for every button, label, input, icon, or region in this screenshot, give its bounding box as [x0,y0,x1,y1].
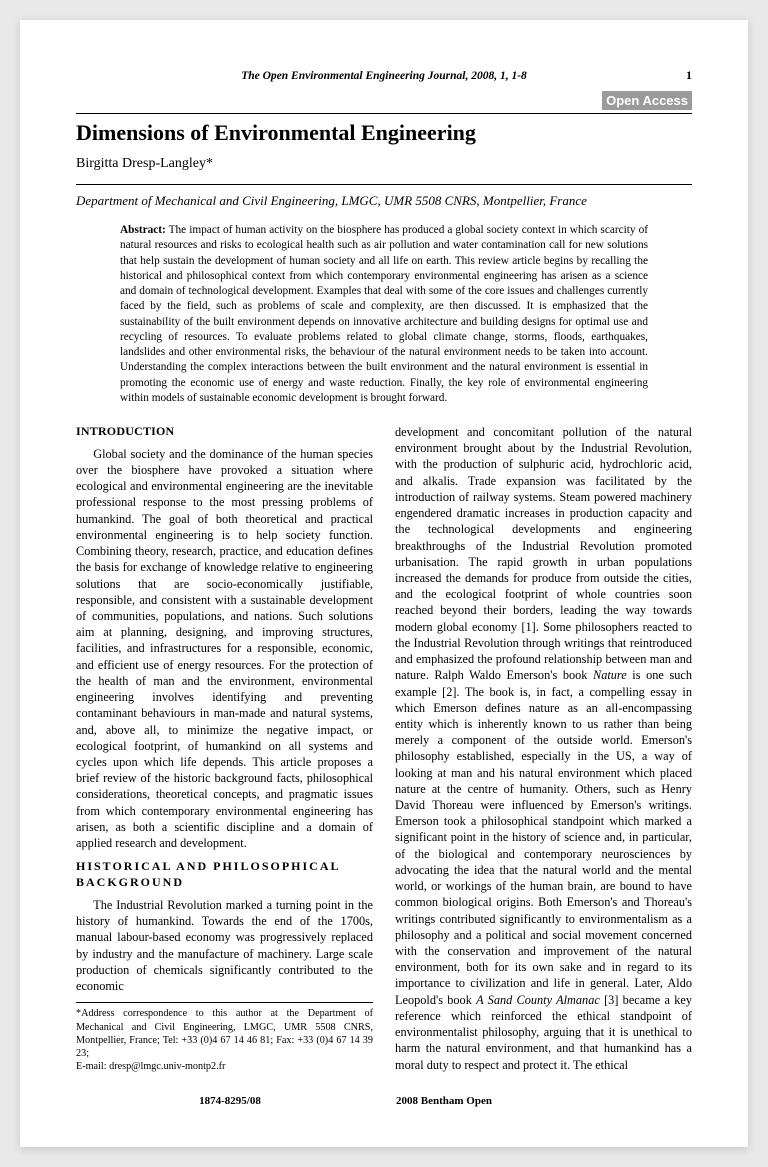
open-access-badge-wrap: Open Access [76,93,692,109]
journal-citation: The Open Environmental Engineering Journ… [96,70,672,82]
author-line: Birgitta Dresp-Langley* [76,156,692,172]
body-columns: INTRODUCTION Global society and the domi… [76,424,692,1077]
history-para-1: The Industrial Revolution marked a turni… [76,897,373,994]
author-rule [76,184,692,185]
abstract-text: Abstract: The impact of human activity o… [120,223,648,406]
open-access-badge: Open Access [602,91,692,110]
footer-publisher: 2008 Bentham Open [384,1095,692,1107]
correspondence-footnote: *Address correspondence to this author a… [76,1007,373,1073]
footnote-text: *Address correspondence to this author a… [76,1008,373,1059]
hist-text-b: is one such example [2]. The book is, in… [395,668,692,1006]
abstract-body: The impact of human activity on the bios… [120,224,648,404]
book-title-nature: Nature [593,668,627,682]
footer-issn: 1874-8295/08 [76,1095,384,1107]
footnote-email-label: E-mail: [76,1061,109,1072]
intro-paragraph: Global society and the dominance of the … [76,446,373,851]
page-number: 1 [672,68,692,83]
footnote-email: dresp@lmgc.univ-montp2.fr [109,1061,225,1072]
history-para-2: development and concomitant pollution of… [395,424,692,1073]
abstract-label: Abstract: [120,224,166,236]
page-container: The Open Environmental Engineering Journ… [20,20,748,1147]
book-title-almanac: A Sand County Almanac [476,993,600,1007]
page-footer: 1874-8295/08 2008 Bentham Open [76,1095,692,1107]
footnote-rule [76,1002,373,1003]
intro-heading: INTRODUCTION [76,424,373,440]
history-heading: HISTORICAL AND PHILOSOPHICAL BACKGROUND [76,859,373,891]
abstract-block: Abstract: The impact of human activity o… [76,223,692,406]
affiliation: Department of Mechanical and Civil Engin… [76,193,692,209]
title-rule [76,113,692,114]
hist-text-a: development and concomitant pollution of… [395,425,692,682]
running-head: The Open Environmental Engineering Journ… [76,68,692,83]
article-title: Dimensions of Environmental Engineering [76,120,692,146]
footnote-block: *Address correspondence to this author a… [76,1002,373,1073]
